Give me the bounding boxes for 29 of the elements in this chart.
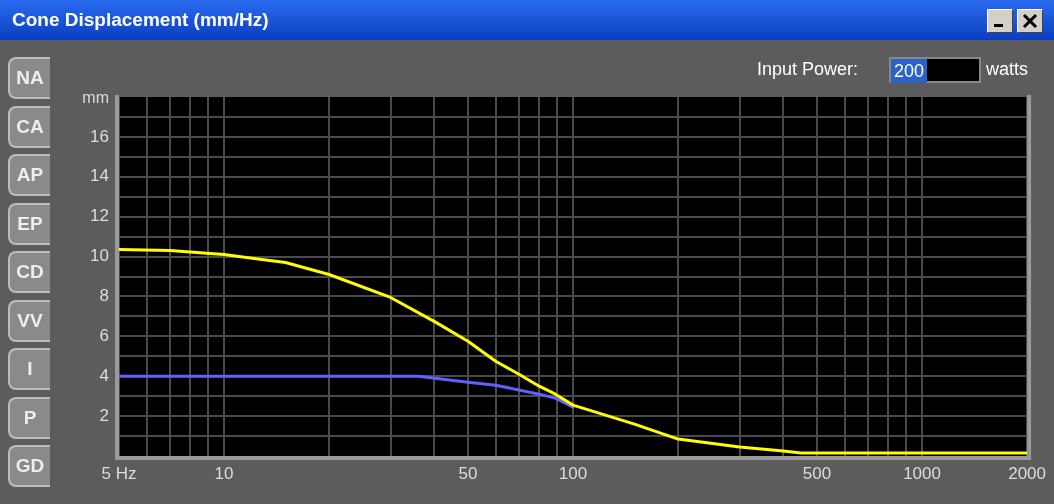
text: AP — [8, 154, 50, 196]
text: I — [8, 348, 50, 390]
y-tick-label: 14 — [90, 166, 109, 186]
x-tick-label: 500 — [802, 463, 832, 483]
y-tick-label: 2 — [99, 405, 109, 425]
y-tick-label: 6 — [99, 326, 109, 346]
x-tick-label: 50 — [458, 463, 478, 483]
text: NA — [8, 57, 50, 99]
y-tick-label: 16 — [90, 126, 109, 146]
x-tick-label: 5 Hz — [101, 463, 137, 483]
x-tick-label: 2000 — [1008, 463, 1046, 483]
y-tick-label: 10 — [90, 246, 109, 266]
y-tick-label: 4 — [99, 365, 109, 385]
text: CA — [8, 105, 50, 148]
text: GD — [8, 445, 50, 487]
text: VV — [8, 299, 50, 342]
text: EP — [8, 202, 50, 245]
y-axis-title: mm — [82, 89, 109, 107]
text: CD — [8, 251, 50, 293]
x-tick-label: 10 — [214, 463, 234, 483]
text: P — [8, 396, 50, 439]
text: Input Power: — [757, 59, 859, 80]
y-tick-label: 12 — [90, 206, 109, 226]
text: 200 — [891, 59, 928, 83]
chart-title: Cone Displacement (mm/Hz) — [12, 9, 269, 31]
y-tick-label: 8 — [99, 286, 109, 306]
text: watts — [986, 59, 1029, 80]
x-tick-label: 1000 — [903, 463, 941, 483]
x-tick-label: 100 — [558, 463, 588, 483]
